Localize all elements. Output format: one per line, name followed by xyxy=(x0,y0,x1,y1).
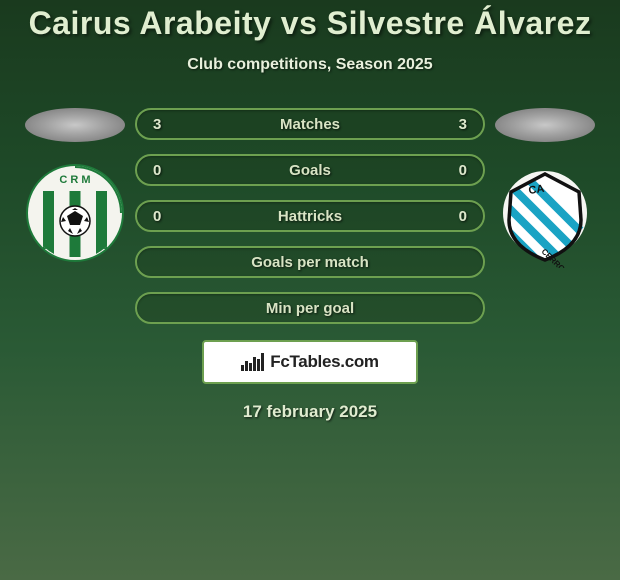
stat-right-value: 0 xyxy=(443,208,467,225)
club-badge-right: CA CERRO xyxy=(495,168,595,268)
stat-label: Goals per match xyxy=(251,254,369,271)
season-subtitle: Club competitions, Season 2025 xyxy=(187,56,432,74)
player-right-column: CA CERRO xyxy=(485,108,605,268)
crm-badge-icon: C R M xyxy=(25,163,125,273)
page-title: Cairus Arabeity vs Silvestre Álvarez xyxy=(29,4,592,42)
stat-label: Min per goal xyxy=(266,300,354,317)
stat-row: 0 Hattricks 0 xyxy=(135,200,485,232)
player-silhouette-icon xyxy=(25,108,125,142)
stat-left-value: 0 xyxy=(153,162,177,179)
club-badge-left: C R M xyxy=(25,168,125,268)
date-label: 17 february 2025 xyxy=(243,402,377,422)
stat-label: Goals xyxy=(289,162,331,179)
bars-chart-icon xyxy=(241,353,264,371)
branding-box: FcTables.com xyxy=(202,340,418,384)
cerro-badge-icon: CA CERRO xyxy=(495,168,595,268)
stats-column: 3 Matches 3 0 Goals 0 0 Hattricks 0 Goal… xyxy=(135,108,485,324)
stat-right-value: 0 xyxy=(443,162,467,179)
stat-row: 3 Matches 3 xyxy=(135,108,485,140)
comparison-card: Cairus Arabeity vs Silvestre Álvarez Clu… xyxy=(0,0,620,580)
stat-row: Goals per match xyxy=(135,246,485,278)
stat-left-value: 0 xyxy=(153,208,177,225)
stat-row: 0 Goals 0 xyxy=(135,154,485,186)
player-silhouette-icon xyxy=(495,108,595,142)
stat-label: Hattricks xyxy=(278,208,342,225)
player-left-column: C R M xyxy=(15,108,135,268)
stat-left-value: 3 xyxy=(153,116,177,133)
stat-label: Matches xyxy=(280,116,340,133)
stat-right-value: 3 xyxy=(443,116,467,133)
brand-text: FcTables.com xyxy=(270,352,379,372)
comparison-body: C R M xyxy=(0,108,620,324)
stat-row: Min per goal xyxy=(135,292,485,324)
svg-text:CA: CA xyxy=(528,183,545,197)
svg-text:C R M: C R M xyxy=(59,174,90,186)
